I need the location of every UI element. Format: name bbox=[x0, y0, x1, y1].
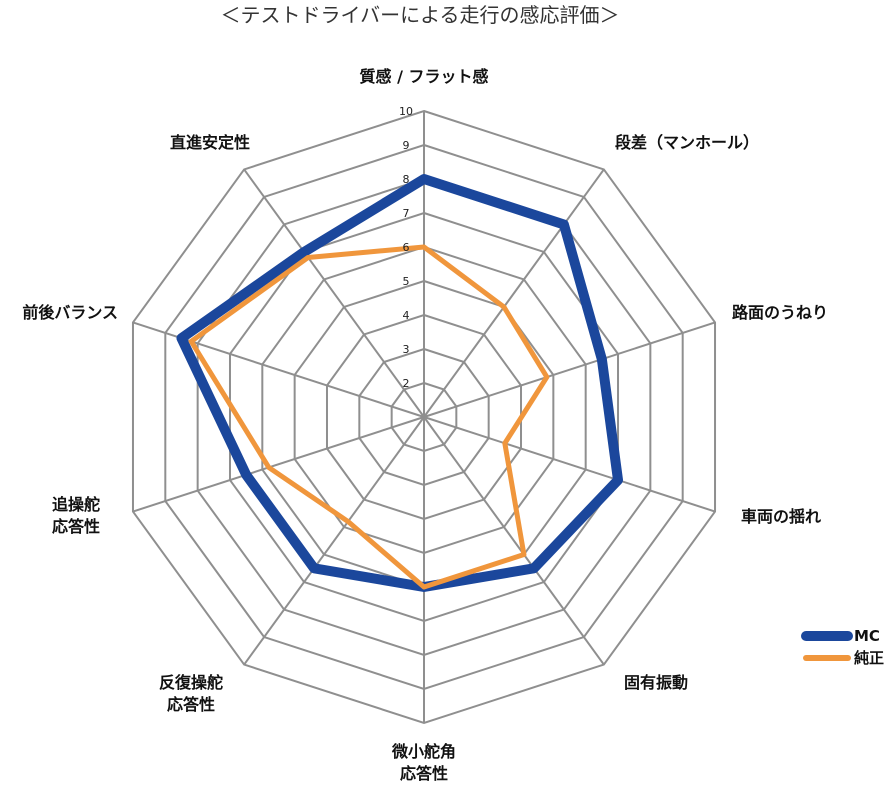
radar-tick-labels: 2 3 4 5 6 7 8 9 10 bbox=[399, 105, 413, 390]
tick-label: 5 bbox=[403, 275, 410, 288]
grid-spoke bbox=[132, 321, 425, 418]
grid-spoke bbox=[423, 168, 605, 418]
axis-label: 微小舵角 bbox=[391, 742, 456, 761]
axis-label: 応答性 bbox=[52, 517, 100, 536]
legend: MC 純正 bbox=[801, 627, 884, 667]
axis-label: 追操舵 bbox=[52, 495, 100, 514]
tick-label: 3 bbox=[403, 343, 410, 356]
series-line-junsei bbox=[188, 244, 550, 590]
tick-label: 10 bbox=[399, 105, 413, 118]
axis-label: 車両の揺れ bbox=[741, 507, 821, 526]
tick-label: 9 bbox=[403, 139, 410, 152]
axis-label: 固有振動 bbox=[624, 673, 688, 692]
grid-spoke bbox=[423, 416, 716, 513]
tick-label: 2 bbox=[403, 377, 410, 390]
grid-spoke bbox=[423, 321, 716, 418]
tick-label: 6 bbox=[403, 241, 410, 254]
grid-spoke bbox=[423, 416, 605, 666]
chart-title: ＜テストドライバーによる走行の感応評価＞ bbox=[221, 3, 620, 27]
axis-label: 応答性 bbox=[167, 695, 215, 714]
axis-label: 段差（マンホール） bbox=[615, 133, 759, 152]
tick-label: 4 bbox=[403, 309, 410, 322]
grid-spoke bbox=[243, 168, 425, 418]
axis-label: 反復操舵 bbox=[159, 673, 223, 692]
axis-label: 前後バランス bbox=[22, 303, 118, 322]
grid-spoke bbox=[132, 416, 425, 513]
tick-label: 7 bbox=[403, 207, 410, 220]
legend-label: MC bbox=[854, 627, 880, 645]
axis-label: 直進安定性 bbox=[170, 133, 250, 152]
grid-spoke bbox=[243, 416, 425, 666]
tick-label: 8 bbox=[403, 173, 410, 186]
radar-axis-labels: 質感 / フラット感段差（マンホール）路面のうねり車両の揺れ固有振動微小舵角応答… bbox=[22, 67, 828, 783]
axis-label: 路面のうねり bbox=[732, 303, 828, 322]
axis-label: 質感 / フラット感 bbox=[360, 67, 489, 86]
axis-label: 応答性 bbox=[400, 764, 448, 783]
radar-series bbox=[176, 174, 624, 592]
legend-label: 純正 bbox=[854, 649, 884, 667]
